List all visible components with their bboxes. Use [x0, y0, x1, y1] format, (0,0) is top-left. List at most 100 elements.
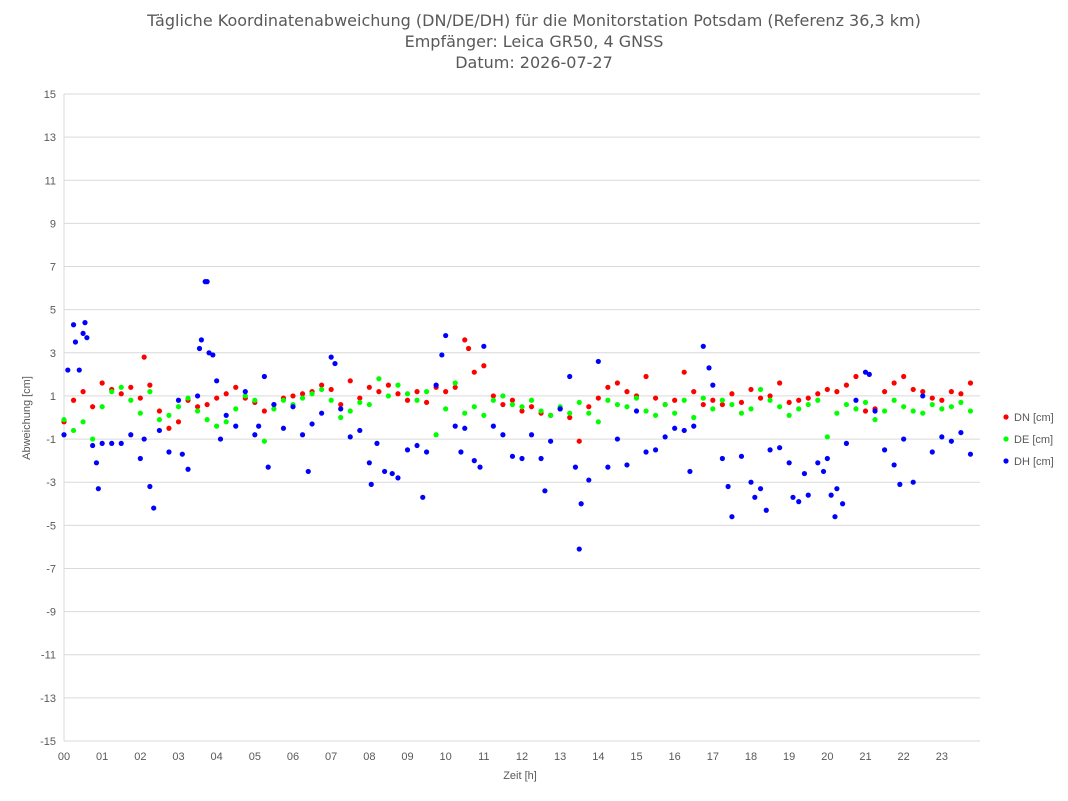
data-point: [853, 373, 859, 380]
data-point: [958, 399, 964, 406]
data-point: [90, 404, 96, 410]
data-point: [729, 401, 735, 408]
data-point: [757, 395, 764, 401]
data-point: [147, 389, 153, 395]
data-point: [261, 438, 267, 444]
data-point: [872, 417, 878, 423]
data-point: [633, 395, 640, 401]
data-point: [748, 406, 754, 412]
data-point: [691, 414, 697, 421]
data-point: [901, 373, 907, 380]
data-point: [548, 438, 554, 444]
data-point: [271, 401, 277, 408]
data-point: [290, 404, 296, 410]
y-tick-label: 13: [44, 132, 56, 144]
data-point: [265, 464, 271, 470]
data-point: [757, 386, 764, 393]
x-tick-label: 04: [211, 751, 223, 763]
data-point: [462, 425, 468, 431]
data-point: [738, 453, 745, 459]
data-point: [80, 389, 86, 395]
data-point: [719, 455, 725, 462]
data-point: [252, 432, 258, 438]
data-point: [256, 423, 262, 429]
data-point: [891, 397, 897, 403]
data-point: [217, 436, 224, 442]
y-tick-label: 3: [50, 348, 56, 360]
data-point: [137, 455, 143, 462]
data-point: [328, 397, 334, 403]
data-point: [872, 408, 878, 414]
data-point: [99, 380, 105, 386]
data-point: [84, 335, 90, 341]
data-point: [572, 464, 579, 470]
y-tick-labels: 15 13 11 9 7 5 3 1 -1 -3 -5 -7 -9 -11 -13 -15: [40, 89, 56, 748]
x-tick-label: 10: [440, 751, 452, 763]
data-point: [414, 389, 420, 395]
data-point: [214, 395, 220, 401]
data-point: [624, 404, 630, 410]
data-point: [347, 378, 353, 384]
data-point: [672, 425, 678, 431]
x-tick-label: 09: [401, 751, 413, 763]
data-point: [828, 492, 834, 498]
y-tick-label: -15: [40, 736, 56, 748]
data-point: [141, 436, 147, 442]
data-point: [443, 406, 449, 412]
x-tick-label: 21: [859, 751, 871, 763]
data-point: [519, 404, 525, 410]
data-point: [576, 546, 582, 552]
data-point: [729, 514, 735, 520]
y-tick-label: 1: [50, 391, 56, 403]
data-point: [528, 404, 535, 410]
data-point: [881, 389, 888, 395]
data-point: [433, 432, 439, 438]
data-point: [652, 412, 659, 418]
data-point: [99, 440, 105, 446]
data-point: [118, 391, 124, 397]
data-point: [309, 421, 315, 427]
data-point: [376, 376, 382, 382]
data-point: [198, 337, 204, 343]
legend-marker: [1003, 436, 1009, 442]
data-point: [777, 445, 783, 451]
data-point: [332, 360, 338, 367]
data-point: [901, 404, 907, 410]
data-point: [738, 410, 745, 416]
data-point: [309, 391, 315, 397]
data-point: [748, 386, 754, 393]
data-point: [233, 384, 239, 390]
data-point: [385, 382, 392, 388]
data-point: [423, 449, 430, 455]
data-point: [752, 494, 758, 500]
data-point: [481, 343, 487, 349]
legend-label: DN [cm]: [1014, 412, 1054, 424]
y-tick-label: 7: [50, 262, 56, 274]
data-point: [389, 470, 395, 477]
data-point: [920, 389, 926, 395]
data-point: [519, 408, 525, 414]
data-point: [382, 468, 388, 475]
y-tick-label: 9: [50, 218, 56, 230]
data-point: [801, 470, 808, 477]
chart-title: Tägliche Koordinatenabweichung (DN/DE/DH…: [0, 10, 1068, 73]
chart-title-line-1: Tägliche Koordinatenabweichung (DN/DE/DH…: [147, 11, 921, 30]
data-point: [319, 386, 325, 393]
data-point: [185, 395, 191, 401]
data-point: [672, 397, 678, 403]
x-tick-label: 17: [707, 751, 719, 763]
data-point: [280, 425, 287, 431]
y-tick-label: -1: [46, 434, 56, 446]
data-point: [175, 397, 182, 403]
y-tick-label: 5: [50, 305, 56, 317]
data-point: [586, 477, 592, 483]
y-tick-label: -9: [46, 607, 56, 619]
data-point: [109, 440, 115, 446]
data-point: [471, 404, 477, 410]
data-point: [280, 397, 287, 403]
data-point: [99, 404, 105, 410]
data-point: [538, 408, 544, 414]
data-point: [939, 406, 945, 412]
data-point: [948, 389, 954, 395]
